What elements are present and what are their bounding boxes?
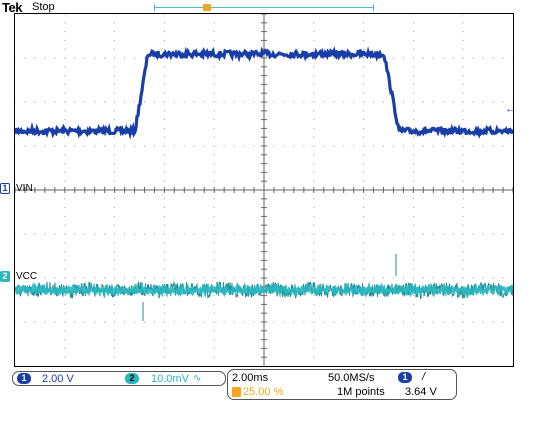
vertical-readout-panel <box>12 371 226 386</box>
record-length-end <box>373 4 374 11</box>
ch1-label: VIN <box>16 183 33 194</box>
record-length-indicator <box>154 4 374 11</box>
ch1-scale: 2.00 V <box>42 373 74 385</box>
ch1-waveform <box>15 46 513 140</box>
record-length-line <box>154 7 374 8</box>
rising-edge-icon: / <box>422 371 426 383</box>
brand-logo: Tek <box>2 0 22 15</box>
ch2-marker-id: 2 <box>2 271 8 281</box>
ch1-level-marker[interactable]: 1 <box>0 183 10 194</box>
trigger-level-arrow-icon[interactable]: ← <box>505 103 516 115</box>
graticule[interactable] <box>14 13 514 367</box>
ch2-waveform <box>15 281 513 299</box>
display-window-marker <box>203 4 211 11</box>
ch2-level-marker[interactable]: 2 <box>0 271 10 282</box>
timebase: 2.00ms <box>232 372 269 384</box>
ch1-badge[interactable]: 1 <box>17 373 31 384</box>
acquisition-status: Stop <box>32 1 55 13</box>
trigger-level: 3.64 V <box>405 386 437 398</box>
bandwidth-limit-icon: ∿ <box>193 373 202 384</box>
axis-ticks <box>15 14 513 358</box>
ch2-label: VCC <box>16 271 38 282</box>
sample-rate: 50.0MS/s <box>328 372 375 384</box>
waveform-display <box>15 14 513 366</box>
trigger-source-badge[interactable]: 1 <box>398 372 412 383</box>
ch2-badge[interactable]: 2 <box>125 373 139 384</box>
ch1-marker-id: 1 <box>2 183 8 193</box>
record-length-start <box>154 4 155 11</box>
ch2-scale: 10.0mV <box>151 373 189 385</box>
horizontal-trigger-readout-panel <box>227 369 457 400</box>
trigger-position-icon <box>232 387 241 397</box>
trigger-position: 25.00 % <box>243 386 284 398</box>
record-length: 1M points <box>337 386 385 398</box>
